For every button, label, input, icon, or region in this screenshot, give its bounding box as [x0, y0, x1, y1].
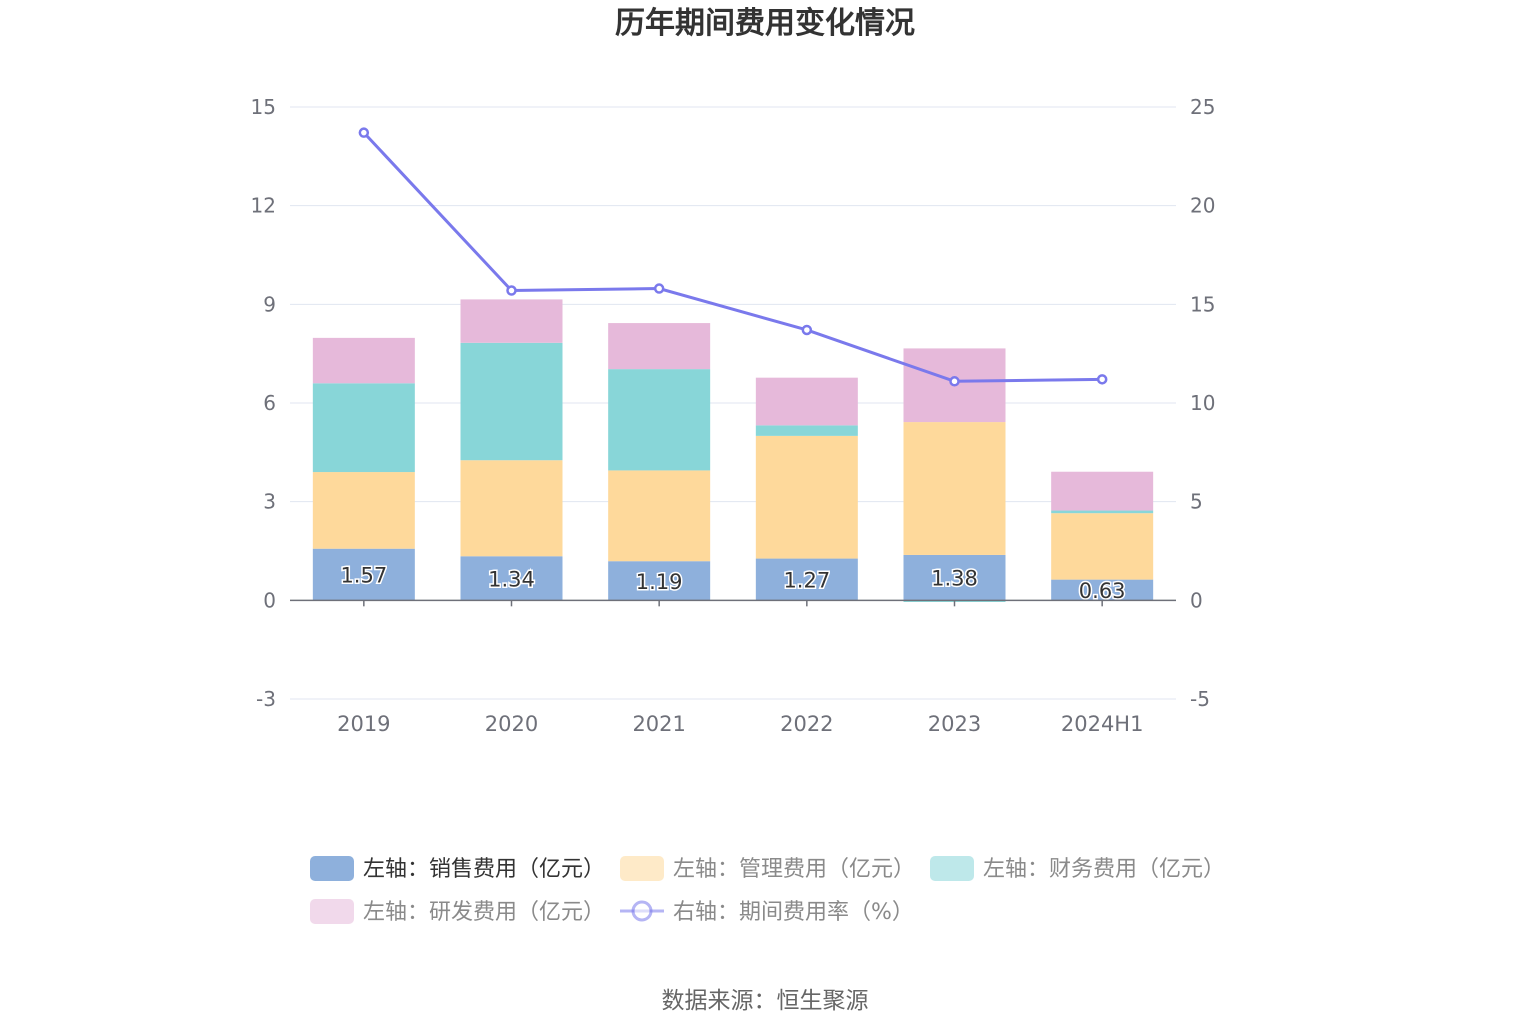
left-tick-label: 3 — [263, 490, 276, 514]
bar-rnd-2021 — [608, 323, 711, 370]
left-tick-label: 12 — [251, 194, 276, 218]
legend-swatch — [930, 856, 974, 881]
rate-point — [358, 127, 370, 138]
bar-sales-2021 — [608, 561, 711, 601]
legend-swatch — [310, 856, 354, 881]
legend: 左轴：销售费用（亿元） 左轴：管理费用（亿元） 左轴：财务费用（亿元） 左轴：研发费用… — [310, 856, 1225, 925]
legend-label: 左轴：研发费用（亿元） — [363, 900, 605, 925]
right-tick-label: -5 — [1190, 687, 1210, 711]
right-tick-label: 20 — [1190, 194, 1215, 218]
bar-value-label: 1.57 — [340, 564, 387, 588]
legend-swatch — [310, 899, 354, 924]
right-tick-label: 15 — [1190, 292, 1215, 316]
source-note: 数据来源：恒生聚源 — [662, 988, 869, 1014]
left-tick-label: 9 — [263, 292, 276, 316]
rate-point — [801, 324, 813, 336]
left-tick-label: 15 — [251, 95, 276, 119]
legend-label: 左轴：管理费用（亿元） — [673, 857, 915, 882]
x-tick-label: 2022 — [780, 712, 833, 736]
legend-marker — [631, 900, 653, 922]
right-tick-label: 5 — [1190, 490, 1203, 514]
legend-item-finance[interactable]: 左轴：财务费用（亿元） — [930, 856, 1225, 882]
rate-point — [653, 283, 665, 294]
bar-value-label: 1.34 — [488, 567, 535, 591]
x-tick-label: 2023 — [928, 712, 981, 736]
line-layer — [358, 127, 1108, 387]
left-tick-label: 6 — [263, 391, 276, 415]
bar-sales-2022 — [755, 558, 858, 601]
left-tick-label: -3 — [256, 687, 276, 711]
chart-title: 历年期间费用变化情况 — [615, 6, 915, 41]
grid-layer — [290, 106, 1176, 700]
x-tick-label: 2024H1 — [1061, 712, 1144, 736]
right-tick-label: 10 — [1190, 391, 1215, 415]
label-layer: 1.57 1.34 1.19 1.27 1.38 0.63 — [339, 562, 1127, 604]
legend-item-admin[interactable]: 左轴：管理费用（亿元） — [620, 856, 915, 882]
bar-rnd-2019 — [312, 337, 415, 384]
legend-label: 左轴：销售费用（亿元） — [363, 857, 605, 882]
rate-line — [362, 131, 1103, 383]
bar-admin-2021 — [608, 470, 711, 562]
right-tick-label: 0 — [1190, 588, 1203, 612]
bar-layer — [312, 299, 1154, 602]
legend-item-rate[interactable]: 右轴：期间费用率（%） — [620, 900, 914, 925]
rate-point — [1096, 374, 1108, 385]
bar-sales-2023 — [903, 554, 1006, 601]
bar-sales-2020 — [460, 556, 563, 601]
bar-value-label: 0.63 — [1079, 579, 1126, 603]
bar-sales-2019 — [312, 548, 415, 601]
legend-item-sales[interactable]: 左轴：销售费用（亿元） — [310, 856, 605, 882]
bar-rnd-2020 — [460, 299, 563, 343]
legend-swatch — [620, 856, 664, 881]
bar-admin-2023 — [903, 422, 1006, 555]
x-tick-label: 2020 — [485, 712, 538, 736]
bar-value-label: 1.38 — [931, 567, 978, 591]
x-tick-label: 2019 — [337, 712, 390, 736]
rate-point — [949, 376, 960, 387]
bar-finance-2019 — [312, 383, 415, 473]
bar-finance-2020 — [460, 342, 563, 461]
bar-admin-2020 — [460, 460, 563, 557]
right-tick-label: 25 — [1190, 95, 1215, 119]
bar-finance-2024H1 — [1051, 510, 1154, 514]
bar-admin-2022 — [755, 435, 858, 559]
bar-sales-2024H1 — [1051, 579, 1154, 601]
legend-item-rnd[interactable]: 左轴：研发费用（亿元） — [310, 899, 605, 925]
rate-point — [506, 285, 517, 296]
legend-label: 左轴：财务费用（亿元） — [983, 857, 1225, 882]
bar-rnd-2024H1 — [1051, 471, 1154, 511]
legend-label: 右轴：期间费用率（%） — [673, 900, 914, 925]
bar-admin-2019 — [312, 472, 415, 549]
x-tick-label: 2021 — [632, 712, 685, 736]
bar-finance-2021 — [608, 369, 711, 471]
bar-value-label: 1.27 — [783, 568, 830, 592]
bar-finance-2022 — [755, 425, 858, 436]
bar-value-label: 1.19 — [636, 570, 683, 594]
bar-admin-2024H1 — [1051, 513, 1154, 580]
left-tick-label: 0 — [263, 588, 276, 612]
bar-rnd-2022 — [755, 377, 858, 426]
axis-layer: -3 0 3 6 9 12 15 -5 0 5 10 15 20 25 2019 2020 2021 2022 20… — [251, 95, 1216, 736]
